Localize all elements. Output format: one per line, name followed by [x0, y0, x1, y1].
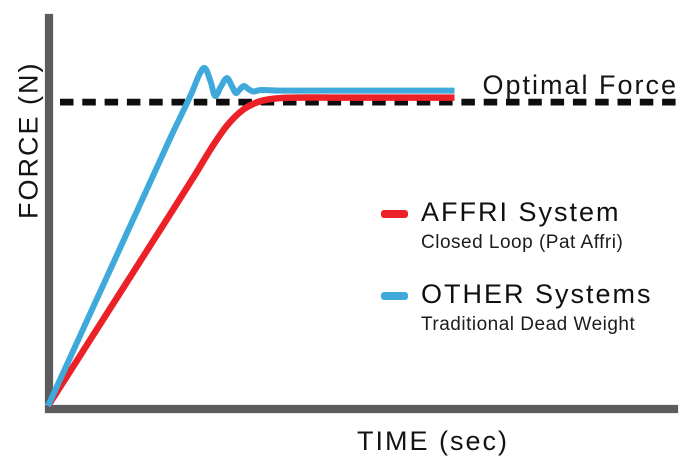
legend-row-other: OTHER Systems Traditional Dead Weight: [381, 281, 653, 334]
optimal-force-label: Optimal Force: [482, 70, 678, 100]
affri-legend-sublabel: Closed Loop (Pat Affri): [421, 232, 624, 253]
other-legend-label: OTHER Systems: [421, 279, 653, 309]
y-axis-line: [45, 14, 53, 413]
other-legend-sublabel: Traditional Dead Weight: [421, 314, 636, 335]
affri-legend-swatch: [381, 210, 408, 218]
affri-legend-text: AFFRI System Closed Loop (Pat Affri): [421, 197, 624, 253]
y-axis-label: FORCE (N): [13, 61, 44, 219]
legend-row-affri: AFFRI System Closed Loop (Pat Affri): [381, 199, 653, 252]
affri-system-curve: [45, 94, 455, 408]
affri-legend-label: AFFRI System: [421, 197, 621, 227]
other-legend-swatch: [381, 292, 408, 300]
other-legend-text: OTHER Systems Traditional Dead Weight: [421, 279, 653, 335]
other-systems-curve: [45, 65, 455, 408]
legend: AFFRI System Closed Loop (Pat Affri) OTH…: [381, 199, 653, 334]
x-axis-label: TIME (sec): [357, 426, 509, 456]
x-axis-line: [45, 405, 678, 413]
